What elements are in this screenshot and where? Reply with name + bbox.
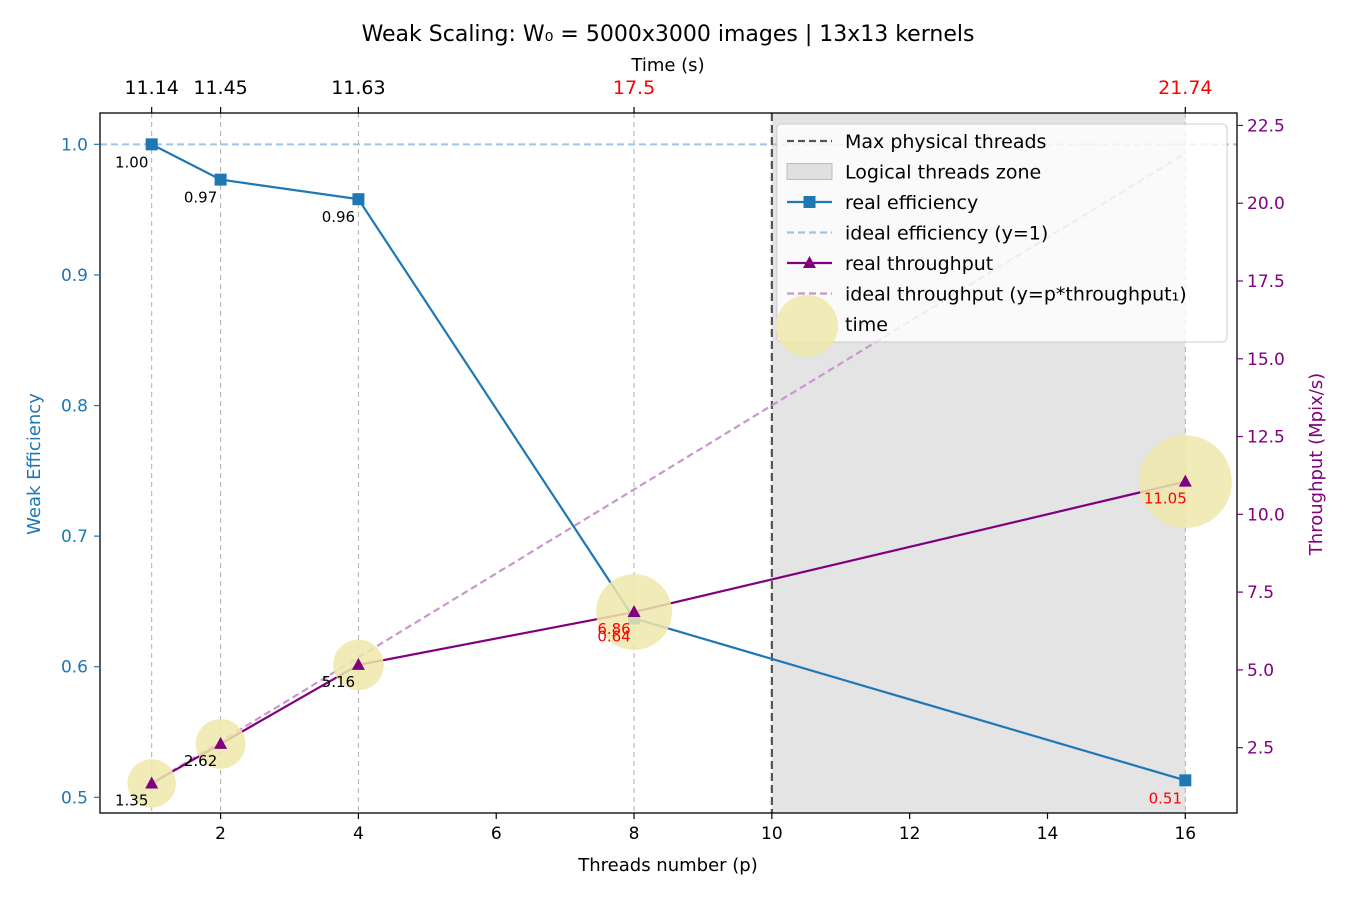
left-y-axis-label: Weak Efficiency: [24, 393, 45, 535]
legend-swatch-triangle: [803, 256, 816, 268]
plot-frame: [99, 112, 1238, 814]
top-time-tick-label: 11.45: [193, 77, 247, 99]
efficiency-value-label: 0.64: [597, 627, 630, 645]
efficiency-value-label: 0.96: [322, 208, 355, 226]
legend-label: ideal efficiency (y=1): [845, 223, 1048, 245]
right-y-axis-label: Throughput (Mpix/s): [1306, 373, 1327, 556]
legend-swatch-square: [803, 196, 816, 208]
real-efficiency-marker: [214, 173, 227, 186]
real-throughput-marker: [627, 605, 641, 618]
efficiency-value-label: 0.51: [1149, 789, 1182, 807]
x-tick-label: 8: [629, 824, 640, 844]
real-throughput-marker: [145, 776, 159, 789]
ideal-throughput-line: [151, 152, 1186, 785]
x-axis-label: Threads number (p): [577, 855, 757, 876]
top-time-tick-label: 21.74: [1158, 77, 1212, 99]
x-tick-label: 2: [215, 824, 226, 844]
right-y-tick-label: 17.5: [1247, 272, 1285, 292]
left-y-tick-label: 0.8: [61, 397, 88, 417]
x-tick-label: 16: [1174, 824, 1196, 844]
left-y-tick-label: 0.9: [61, 266, 88, 286]
throughput-value-label: 11.05: [1144, 490, 1187, 508]
right-y-tick-label: 20.0: [1247, 194, 1285, 214]
top-time-tick-label: 11.14: [124, 77, 178, 99]
legend-label: real throughput: [845, 253, 993, 275]
real-throughput-marker: [1178, 474, 1192, 487]
right-y-tick-label: 5.0: [1247, 661, 1274, 681]
throughput-value-label: 1.35: [115, 791, 148, 809]
right-y-tick-label: 22.5: [1247, 116, 1285, 136]
throughput-value-label: 5.16: [322, 673, 355, 691]
legend-label: real efficiency: [845, 192, 978, 214]
legend-box: [776, 123, 1228, 343]
legend-label: Max physical threads: [845, 131, 1046, 153]
real-throughput-marker: [214, 736, 228, 749]
legend-label: Logical threads zone: [845, 162, 1041, 184]
legend-swatch-bubble: [776, 295, 838, 357]
legend-swatch-patch: [786, 163, 833, 180]
legend: Max physical threads Logical threads zone…: [776, 123, 1228, 357]
legend-label: time: [845, 314, 888, 336]
throughput-value-label: 6.86: [597, 620, 630, 638]
right-y-tick-label: 7.5: [1247, 583, 1274, 603]
x-tick-label: 12: [899, 824, 921, 844]
right-y-tick-label: 12.5: [1247, 428, 1285, 448]
real-efficiency-marker: [352, 193, 365, 206]
real-throughput-marker: [351, 657, 365, 670]
throughput-value-label: 2.62: [184, 752, 217, 770]
real-efficiency-marker: [1179, 774, 1192, 787]
right-y-tick-label: 10.0: [1247, 505, 1285, 525]
x-tick-label: 4: [353, 824, 364, 844]
top-time-tick-label: 17.5: [613, 77, 655, 99]
efficiency-value-label: 1.00: [115, 153, 148, 171]
x-tick-label: 10: [761, 824, 783, 844]
left-y-tick-label: 1.0: [61, 135, 88, 155]
x-tick-label: 6: [491, 824, 502, 844]
chart-title: Weak Scaling: W₀ = 5000x3000 images | 13…: [362, 22, 975, 47]
left-y-tick-label: 0.6: [61, 658, 88, 678]
x-tick-label: 14: [1037, 824, 1059, 844]
efficiency-value-label: 0.97: [184, 189, 217, 207]
top-axis-label: Time (s): [630, 55, 704, 76]
left-y-tick-label: 0.7: [61, 527, 88, 547]
real-efficiency-marker: [145, 138, 158, 151]
left-y-tick-label: 0.5: [61, 788, 88, 808]
right-y-tick-label: 2.5: [1247, 739, 1274, 759]
right-y-tick-label: 15.0: [1247, 350, 1285, 370]
legend-label: ideal throughput (y=p*throughput₁): [845, 284, 1187, 306]
top-time-tick-label: 11.63: [331, 77, 385, 99]
